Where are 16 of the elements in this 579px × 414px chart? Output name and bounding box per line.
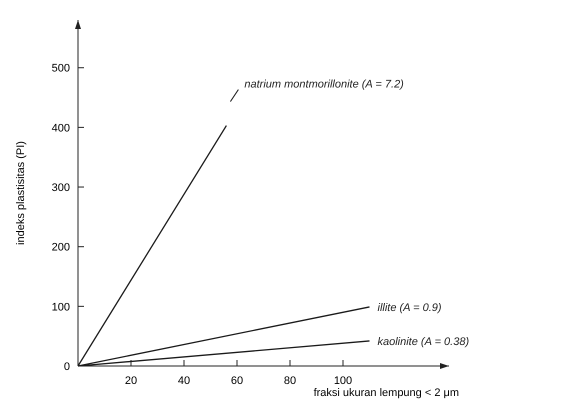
y-tick-label: 300 — [52, 182, 70, 194]
x-tick-label: 20 — [124, 375, 138, 387]
x-tick-label: 100 — [334, 375, 352, 387]
series-label: illite (A = 0.9) — [378, 302, 442, 314]
y-tick-label: 100 — [52, 301, 70, 314]
y-tick-label: 200 — [52, 242, 70, 254]
x-tick-label: 60 — [230, 375, 244, 387]
text: natrium montmorillonite (A = 7.2) — [244, 78, 404, 91]
series-label: kaolinite (A = 0.38) — [378, 336, 470, 348]
x-tick-label: 40 — [178, 375, 190, 387]
x-axis-title: fraksi ukuran lempung < 2 μm — [314, 387, 459, 399]
y-tick-label: 0 — [64, 361, 70, 373]
x-tick-label: 80 — [284, 375, 296, 387]
y-axis-title: indeks plastisitas (PI) — [15, 141, 27, 245]
y-tick-label: 400 — [52, 122, 70, 134]
y-tick-label: 500 — [52, 62, 70, 75]
